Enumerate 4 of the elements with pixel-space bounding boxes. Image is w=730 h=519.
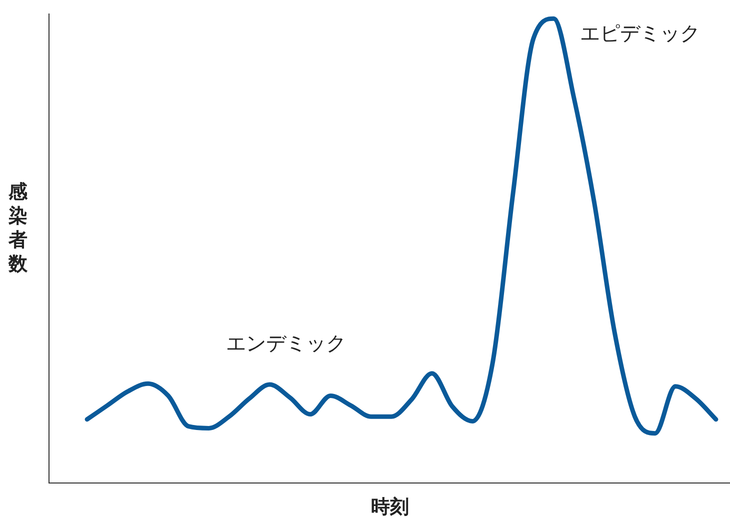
annotation: エンデミック — [226, 330, 346, 357]
x-axis-title: 時刻 — [370, 495, 410, 519]
y-axis-title: 感染者数 — [7, 180, 28, 276]
annotation: エピデミック — [580, 20, 700, 47]
